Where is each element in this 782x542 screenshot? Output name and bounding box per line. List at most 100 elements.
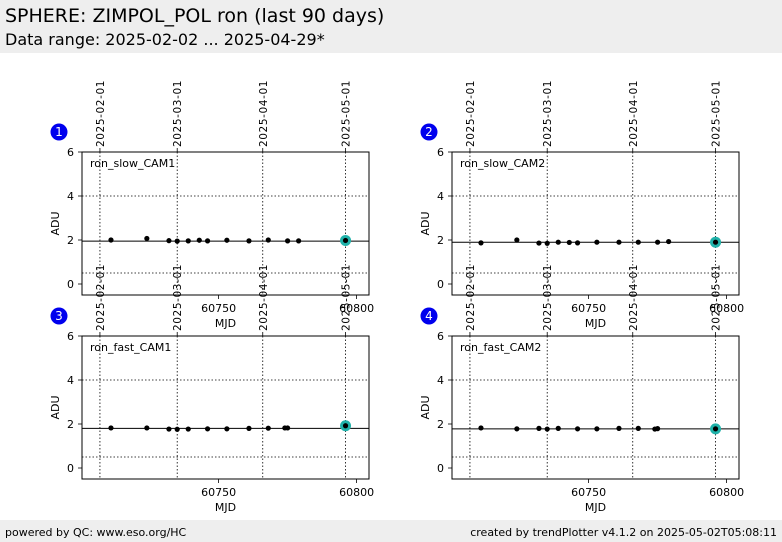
panel-1-data-point xyxy=(196,237,202,243)
panel-3-y-tick-label: 0 xyxy=(67,462,74,475)
panel-2-plot-frame xyxy=(451,151,740,296)
panel-3-date-tick-label: 2025-05-01 xyxy=(341,264,353,331)
panel-1-data-point xyxy=(224,237,230,243)
panel-2-y-tick-label: 2 xyxy=(437,234,444,247)
panel-2-date-tick-label: 2025-03-01 xyxy=(542,80,554,147)
panel-4-data-point xyxy=(594,426,600,432)
panel-4-data-point xyxy=(544,426,550,432)
header-bar: SPHERE: ZIMPOL_POL ron (last 90 days) Da… xyxy=(0,0,782,53)
panel-2-series-label: ron_slow_CAM2 xyxy=(460,157,545,170)
panel-2-data-point xyxy=(478,240,484,246)
panel-2-data-point xyxy=(594,239,600,245)
panel-1-data-point xyxy=(265,237,271,243)
panel-1-plot-frame xyxy=(81,151,370,296)
panel-1-data-point xyxy=(342,237,349,244)
footer-created-by: created by trendPlotter v4.1.2 on 2025-0… xyxy=(470,526,777,539)
panel-1-y-tick-label: 4 xyxy=(67,190,74,203)
panel-1-data-point xyxy=(185,238,191,244)
panel-4-x-axis-label: MJD xyxy=(585,501,606,514)
panel-2-badge-circle xyxy=(420,123,438,141)
panel-1-badge-circle xyxy=(50,123,68,141)
panel-3-data-point xyxy=(166,426,172,432)
panel-4-y-tick-label: 6 xyxy=(437,330,444,343)
panel-2-data-point xyxy=(712,239,719,245)
panel-4-date-tick-label: 2025-02-01 xyxy=(465,264,477,331)
panel-3-plot-frame xyxy=(81,335,370,480)
panel-2-x-tick-label: 60750 xyxy=(571,302,606,315)
panel-3-date-tick-label: 2025-03-01 xyxy=(172,264,184,331)
panel-1-x-axis-label: MJD xyxy=(215,317,236,330)
panel-3-badge-circle xyxy=(50,307,68,325)
panel-3-y-tick-label: 2 xyxy=(67,418,74,431)
panel-1-data-point xyxy=(166,238,172,244)
panel-1-date-tick-label: 2025-05-01 xyxy=(341,80,353,147)
panel-2-data-point xyxy=(654,239,661,245)
panel-3-y-tick-label: 4 xyxy=(67,374,74,387)
panel-2-data-point xyxy=(566,239,572,246)
panel-4-date-tick-label: 2025-04-01 xyxy=(628,264,640,331)
panel-3-data-point xyxy=(144,425,150,431)
panel-2-data-point xyxy=(616,239,622,245)
panel-4-series-label: ron_fast_CAM2 xyxy=(460,341,541,354)
panel-2-data-point xyxy=(514,237,520,243)
panel-1-data-point xyxy=(204,238,211,244)
footer-powered-by: powered by QC: www.eso.org/HC xyxy=(5,526,187,539)
panel-3-data-point xyxy=(224,426,230,432)
panel-3-badge-number: 3 xyxy=(55,309,63,323)
panel-3-y-tick-label: 6 xyxy=(67,330,74,343)
panel-2-data-point xyxy=(666,238,672,245)
panel-1-y-tick-label: 0 xyxy=(67,278,74,291)
panel-2-y-tick-label: 4 xyxy=(437,190,444,203)
panel-1-data-point xyxy=(144,235,150,242)
panel-2-data-point xyxy=(574,240,581,246)
data-range-subtitle: Data range: 2025-02-02 ... 2025-04-29* xyxy=(5,30,325,49)
page-title: SPHERE: ZIMPOL_POL ron (last 90 days) xyxy=(5,5,385,27)
panel-1-x-tick-label: 60800 xyxy=(339,302,374,315)
panel-2-data-point xyxy=(555,239,561,245)
panel-4-date-tick-label: 2025-03-01 xyxy=(542,264,554,331)
panel-4-date-tick-label: 2025-05-01 xyxy=(711,264,723,331)
panel-1-y-axis-label: ADU xyxy=(49,211,62,235)
panel-1-date-tick-label: 2025-04-01 xyxy=(258,80,270,147)
panel-4-data-point xyxy=(514,426,520,432)
panel-1-data-point xyxy=(108,237,114,243)
panel-2-date-tick-label: 2025-04-01 xyxy=(628,80,640,147)
panel-1-x-tick-label: 60750 xyxy=(201,302,236,315)
panel-2-y-tick-label: 0 xyxy=(437,278,444,291)
panel-3-data-point xyxy=(108,425,114,431)
panel-4-x-tick-label: 60800 xyxy=(709,486,744,499)
panel-1-date-tick-label: 2025-02-01 xyxy=(95,80,107,147)
panel-3-series-label: ron_fast_CAM1 xyxy=(90,341,171,354)
panel-2-date-tick-label: 2025-05-01 xyxy=(711,80,723,147)
footer-bar: powered by QC: www.eso.org/HC created by… xyxy=(0,520,782,542)
panel-3-data-point xyxy=(185,426,191,432)
panel-3-x-axis-label: MJD xyxy=(215,501,236,514)
panel-2-y-axis-label: ADU xyxy=(419,211,432,235)
panel-3-data-point xyxy=(174,426,180,432)
panel-4-y-tick-label: 4 xyxy=(437,374,444,387)
panel-3-data-point xyxy=(265,425,271,431)
panel-2-x-axis-label: MJD xyxy=(585,317,606,330)
panel-1-series-label: ron_slow_CAM1 xyxy=(90,157,175,170)
panel-3-data-point xyxy=(284,425,291,431)
panel-4-badge-number: 4 xyxy=(425,309,433,323)
panel-4-y-axis-label: ADU xyxy=(419,395,432,419)
panel-4-data-point xyxy=(478,425,484,431)
panel-2-date-tick-label: 2025-02-01 xyxy=(465,80,477,147)
panel-3-date-tick-label: 2025-04-01 xyxy=(258,264,270,331)
panel-4-plot-frame xyxy=(451,335,740,480)
panel-1-badge-number: 1 xyxy=(55,125,63,139)
panel-2-data-point xyxy=(544,240,550,246)
panel-4-data-point xyxy=(616,425,622,431)
panel-1-y-tick-label: 6 xyxy=(67,146,74,159)
panel-4-data-point xyxy=(654,426,661,432)
panel-3-date-tick-label: 2025-02-01 xyxy=(95,264,107,331)
panel-1-data-point xyxy=(174,238,180,244)
panel-1-data-point xyxy=(296,238,302,244)
panel-4-data-point xyxy=(555,425,561,431)
panel-2-badge-number: 2 xyxy=(425,125,433,139)
panel-3-x-tick-label: 60750 xyxy=(201,486,236,499)
panel-4-data-point xyxy=(635,425,641,431)
panel-1-date-tick-label: 2025-03-01 xyxy=(172,80,184,147)
